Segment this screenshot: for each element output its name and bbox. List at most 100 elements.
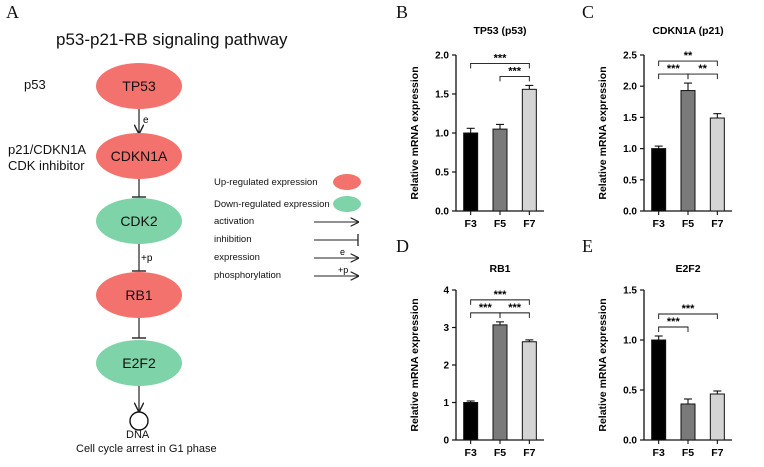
node-e2f2: E2F2 — [96, 340, 182, 386]
significance-bracket — [658, 60, 718, 67]
node-rb1-label: RB1 — [125, 287, 153, 303]
y-tick-label: 1.0 — [435, 129, 449, 140]
y-tick-label: 0.5 — [623, 386, 637, 397]
side-label-p53: p53 — [24, 77, 46, 92]
x-tick-label: F7 — [523, 218, 535, 230]
chart-e: E2F2 Relative mRNA expression 0.0 0.5 1.0 1.5… — [597, 263, 732, 459]
y-tick-label: 0.5 — [435, 168, 449, 179]
bar — [463, 132, 479, 212]
node-tp53-label: TP53 — [122, 78, 156, 94]
significance-label: ** — [698, 63, 707, 75]
significance-bracket — [470, 299, 530, 305]
chart-d: RB1 Relative mRNA expression 0 1 2 3 4 F3 F5 F7 **… — [409, 263, 544, 459]
legend-activation-label: activation — [214, 216, 255, 227]
y-tick-label: 0 — [443, 436, 449, 447]
panel-letter-b: B — [396, 2, 409, 22]
significance-label: *** — [667, 316, 681, 328]
y-tick-label: 1.0 — [623, 144, 637, 155]
x-tick-label: F7 — [711, 447, 723, 459]
legend-phosphorylation-symbol: +p — [338, 265, 348, 275]
y-tick-label: 2 — [443, 361, 449, 372]
dna-label: DNA — [126, 429, 150, 441]
y-tick-label: 1.5 — [435, 90, 449, 101]
node-cdk2-label: CDK2 — [120, 213, 158, 229]
y-tick-label: 3 — [443, 323, 449, 334]
chart-b: TP53 (p53) Relative mRNA expression 0.0 0.5… — [409, 25, 544, 230]
significance-label: *** — [494, 289, 508, 301]
significance-label: *** — [682, 303, 696, 315]
significance-bracket — [470, 62, 530, 69]
y-tick-label: 0.0 — [623, 436, 637, 447]
legend-down-label: Down-regulated expression — [214, 199, 330, 210]
x-tick-label: F3 — [653, 218, 665, 230]
bar — [521, 341, 537, 441]
bar — [521, 88, 537, 212]
significance-bracket — [499, 312, 530, 318]
chart-c: CDKN1A (p21) Relative mRNA expression 0.0 0… — [597, 25, 732, 230]
panel-letter-a: A — [6, 2, 19, 22]
node-cdkn1a: CDKN1A — [96, 133, 182, 179]
dna-circle-icon — [129, 411, 149, 431]
node-cdkn1a-label: CDKN1A — [110, 148, 168, 164]
chart-title: RB1 — [489, 263, 510, 275]
legend-up-label: Up-regulated expression — [214, 177, 318, 188]
y-tick-label: 0.5 — [623, 175, 637, 186]
panel-letter-c: C — [582, 2, 595, 22]
x-tick-label: F3 — [465, 218, 477, 230]
y-tick-label: 1.5 — [623, 113, 637, 124]
panel-letter-d: D — [396, 236, 409, 256]
significance-bracket — [687, 73, 718, 80]
edge-label-phosphorylation: +p — [141, 253, 153, 264]
y-axis-label: Relative mRNA expression — [409, 66, 421, 199]
bar — [709, 393, 725, 441]
y-tick-label: 0.0 — [435, 207, 449, 218]
y-tick-label: 2.5 — [623, 51, 637, 62]
y-tick-label: 0.0 — [623, 207, 637, 218]
x-tick-label: F5 — [494, 218, 506, 230]
legend-down-swatch — [333, 196, 361, 212]
legend-expression-label: expression — [214, 252, 260, 263]
y-axis-label: Relative mRNA expression — [597, 298, 609, 431]
chart-title: E2F2 — [675, 263, 700, 275]
significance-bracket — [499, 75, 530, 82]
significance-bracket — [658, 326, 689, 332]
legend-inhibition-label: inhibition — [214, 234, 252, 245]
bar — [709, 117, 725, 212]
bar — [492, 324, 508, 441]
pathway-title: p53-p21-RB signaling pathway — [56, 30, 288, 49]
x-tick-label: F5 — [494, 447, 506, 459]
significance-label: *** — [508, 302, 522, 314]
y-axis-label: Relative mRNA expression — [409, 298, 421, 431]
significance-label: *** — [667, 63, 681, 75]
x-tick-label: F3 — [653, 447, 665, 459]
panel-letter-e: E — [582, 236, 593, 256]
node-cdk2: CDK2 — [96, 198, 182, 244]
y-tick-label: 4 — [443, 286, 449, 297]
side-label-p21: p21/CDKN1A — [8, 142, 87, 157]
significance-label: ** — [684, 50, 693, 62]
chart-title: TP53 (p53) — [473, 25, 526, 37]
y-tick-label: 1.0 — [623, 336, 637, 347]
chart-title: CDKN1A (p21) — [652, 25, 723, 37]
significance-label: *** — [508, 65, 522, 77]
bar — [680, 90, 696, 212]
significance-bracket — [658, 313, 718, 319]
bar — [492, 128, 508, 212]
significance-label: *** — [479, 302, 493, 314]
y-tick-label: 1.5 — [623, 286, 637, 297]
pathway-connectors: e +p — [129, 108, 153, 431]
bar — [651, 148, 667, 212]
bar — [651, 339, 667, 441]
node-rb1: RB1 — [96, 272, 182, 318]
node-e2f2-label: E2F2 — [122, 355, 156, 371]
side-label-cdk-inhibitor: CDK inhibitor — [8, 158, 85, 173]
x-tick-label: F7 — [711, 218, 723, 230]
y-tick-label: 2.0 — [623, 82, 637, 93]
legend-symbols: e +p — [314, 210, 366, 290]
bar — [680, 403, 696, 441]
pathway-caption: Cell cycle arrest in G1 phase — [76, 443, 217, 455]
x-tick-label: F3 — [465, 447, 477, 459]
x-tick-label: F7 — [523, 447, 535, 459]
legend-phosphorylation-label: phosphorylation — [214, 270, 282, 281]
edge-label-expression: e — [143, 115, 149, 126]
